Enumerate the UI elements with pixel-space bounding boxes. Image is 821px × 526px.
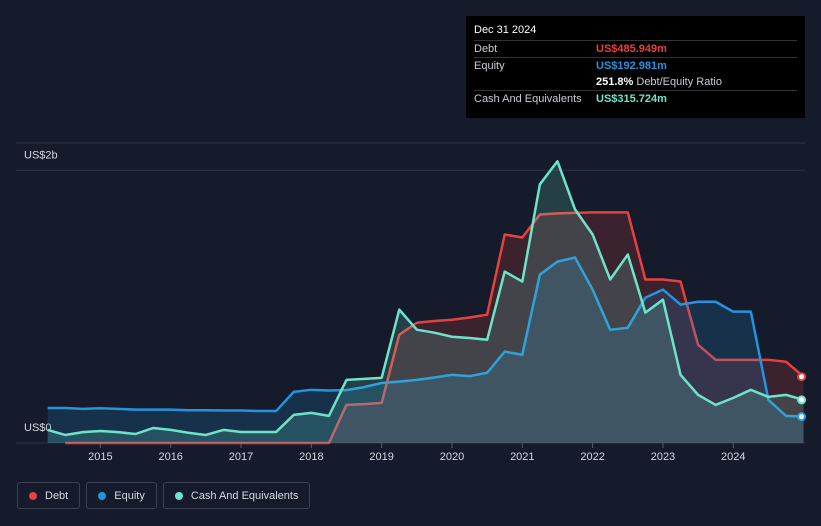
- tooltip-row: 251.8% Debt/Equity Ratio: [474, 74, 797, 90]
- tooltip-date: Dec 31 2024: [474, 24, 537, 36]
- end-marker: [797, 412, 807, 422]
- y-tick-label: US$0: [24, 422, 52, 434]
- legend-label: Debt: [45, 489, 69, 502]
- legend-item[interactable]: Cash And Equivalents: [162, 482, 311, 509]
- legend-label: Equity: [114, 489, 145, 502]
- x-tick-label: 2017: [229, 451, 253, 463]
- tooltip-value: US$192.981m: [596, 60, 667, 72]
- tooltip-label: Debt: [474, 43, 498, 55]
- end-marker: [797, 372, 807, 382]
- area: [47, 161, 804, 444]
- line: [65, 211, 805, 445]
- legend: Debt Equity Cash And Equivalents: [17, 482, 311, 509]
- x-tick-label: 2020: [440, 451, 464, 463]
- spacer: [474, 74, 596, 90]
- area: [47, 257, 804, 443]
- x-tick-label: 2021: [510, 451, 534, 463]
- tooltip-value: 251.8%: [596, 76, 634, 88]
- legend-swatch: [29, 491, 37, 500]
- tooltip-row: Cash And Equivalents US$315.724m: [474, 90, 797, 107]
- line: [47, 256, 804, 418]
- tooltip-row: Equity US$192.981m: [474, 57, 797, 74]
- area: [65, 212, 804, 443]
- legend-item[interactable]: Debt: [17, 482, 81, 509]
- tooltip: Dec 31 2024 Debt US$485.949m Equity US$192…: [466, 16, 805, 118]
- x-tick-label: 2016: [158, 451, 182, 463]
- legend-swatch: [98, 491, 107, 500]
- legend-item[interactable]: Equity: [86, 482, 157, 509]
- tooltip-label: Debt/Equity Ratio: [636, 76, 722, 88]
- y-tick-label: US$2b: [24, 149, 58, 161]
- tooltip-label: Cash And Equivalents: [474, 93, 582, 105]
- legend-swatch: [174, 491, 183, 500]
- x-tick-label: 2018: [299, 451, 323, 463]
- line: [47, 160, 804, 437]
- x-tick-label: 2024: [721, 451, 745, 463]
- tooltip-value: US$315.724m: [596, 93, 667, 105]
- tooltip-value: US$485.949m: [596, 43, 667, 55]
- tooltip-row: Debt US$485.949m: [474, 40, 797, 57]
- x-tick-label: 2019: [369, 451, 393, 463]
- x-tick-label: 2022: [580, 451, 604, 463]
- end-marker: [797, 395, 807, 405]
- x-tick-label: 2015: [88, 451, 112, 463]
- legend-label: Cash And Equivalents: [190, 489, 299, 502]
- x-tick-label: 2023: [651, 451, 675, 463]
- tooltip-label: Equity: [474, 60, 505, 72]
